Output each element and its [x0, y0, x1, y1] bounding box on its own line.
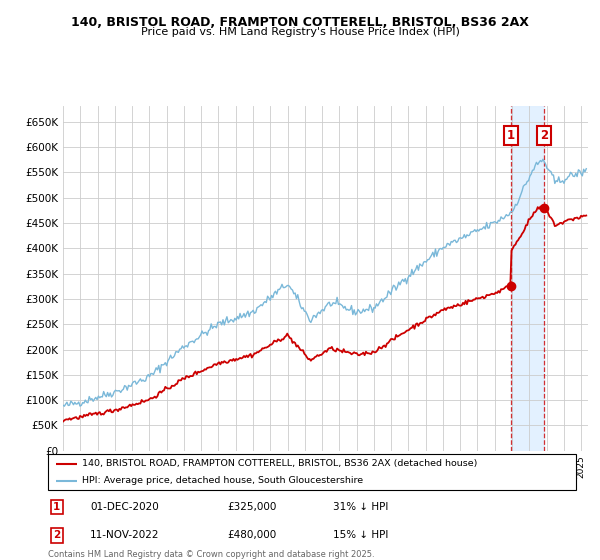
Text: £325,000: £325,000 [227, 502, 277, 512]
Text: £480,000: £480,000 [227, 530, 277, 540]
Text: 140, BRISTOL ROAD, FRAMPTON COTTERELL, BRISTOL, BS36 2AX (detached house): 140, BRISTOL ROAD, FRAMPTON COTTERELL, B… [82, 459, 478, 468]
Bar [511, 106, 544, 451]
Text: 11-NOV-2022: 11-NOV-2022 [90, 530, 160, 540]
FancyBboxPatch shape [48, 454, 576, 490]
Text: 1: 1 [506, 129, 515, 142]
Text: 31% ↓ HPI: 31% ↓ HPI [333, 502, 388, 512]
Text: Contains HM Land Registry data © Crown copyright and database right 2025.
This d: Contains HM Land Registry data © Crown c… [48, 550, 374, 560]
Text: 01-DEC-2020: 01-DEC-2020 [90, 502, 159, 512]
Text: HPI: Average price, detached house, South Gloucestershire: HPI: Average price, detached house, Sout… [82, 477, 364, 486]
Text: 2: 2 [53, 530, 61, 540]
Text: 1: 1 [53, 502, 61, 512]
Text: 140, BRISTOL ROAD, FRAMPTON COTTERELL, BRISTOL, BS36 2AX: 140, BRISTOL ROAD, FRAMPTON COTTERELL, B… [71, 16, 529, 29]
Text: 2: 2 [540, 129, 548, 142]
Text: Price paid vs. HM Land Registry's House Price Index (HPI): Price paid vs. HM Land Registry's House … [140, 27, 460, 37]
Text: 15% ↓ HPI: 15% ↓ HPI [333, 530, 388, 540]
